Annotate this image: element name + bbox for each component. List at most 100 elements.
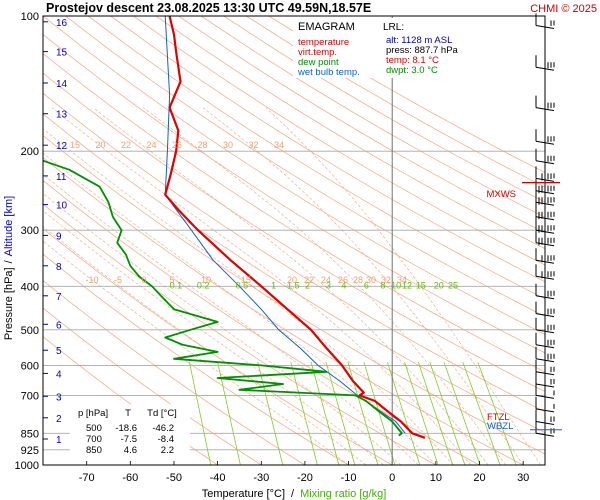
dry-adiabat-line <box>87 16 545 300</box>
table-row-1-t: -7.5 <box>121 434 137 445</box>
mixing-ratio-line <box>387 361 421 465</box>
wind-barb <box>535 148 555 165</box>
adiabat-label: -5 <box>114 275 122 285</box>
altitude-tick-label: 4 <box>56 369 62 380</box>
dry-adiabat-line <box>178 16 545 234</box>
temperature-series <box>164 16 426 439</box>
mixing-ratio-label: 10 <box>391 281 401 291</box>
altitude-tick-label: 11 <box>56 172 67 183</box>
mixing-ratio-label: 20 <box>434 281 444 291</box>
mixing-ratio-label: 6 <box>364 281 369 291</box>
table-row-0-td: -46.2 <box>152 423 174 434</box>
temperature-tick-label: 10 <box>430 472 442 484</box>
altitude-tick-label: 12 <box>56 141 68 152</box>
wind-barb-shaft <box>535 66 555 71</box>
adiabat-label: 28 <box>353 275 363 285</box>
mixing-ratio-line <box>417 361 454 465</box>
levels-table: p [hPa] T Td [°C] 500 -18.6 -46.2 700 -7… <box>70 404 190 456</box>
adiabat-label: 26 <box>338 275 348 285</box>
pressure-tick-label: 200 <box>21 146 39 158</box>
table-row-2-t: 4.6 <box>124 445 137 456</box>
legend-item-temperature: temperature <box>298 37 349 48</box>
wind-barb <box>535 359 555 376</box>
adiabat-label: 30 <box>223 140 233 150</box>
mixing-ratio-label: 15 <box>416 281 426 291</box>
mixing-ratio-line <box>290 361 318 465</box>
dry-adiabat-line <box>110 16 545 283</box>
altitude-tick-label: 14 <box>56 79 68 90</box>
adiabat-label: -10 <box>85 275 98 285</box>
credit-label: CHMI © 2025 <box>530 3 597 15</box>
wind-barb <box>535 409 555 425</box>
wind-barb <box>535 230 555 247</box>
table-header-t: T <box>125 408 131 419</box>
legend-box: EMAGRAM temperature virt.temp. dew point… <box>293 18 373 78</box>
pressure-tick-label: 1000 <box>15 460 39 472</box>
pressure-tick-label: 925 <box>21 445 39 457</box>
mixing-ratio-line <box>363 361 396 465</box>
adiabat-label: 22 <box>121 140 131 150</box>
pressure-tick-label: 700 <box>21 390 39 402</box>
mixing-ratio-line <box>257 362 284 465</box>
adiabat-label: 24 <box>146 140 156 150</box>
pressure-tick-label: 300 <box>21 225 39 237</box>
legend-item-wet-bulb: wet bulb temp. <box>297 67 360 78</box>
wind-barb-shaft <box>535 408 555 413</box>
mixing-ratio-label: 0.2 <box>197 281 210 291</box>
mixing-ratio-lines <box>189 361 517 465</box>
temperature-tick-label: -60 <box>122 472 138 484</box>
temperature-tick-label: -70 <box>79 472 95 484</box>
legend-item-virt-temp: virt.temp. <box>298 47 337 58</box>
adiabat-label: 22 <box>304 275 314 285</box>
wind-barb-shaft <box>535 371 555 376</box>
wind-barb <box>535 248 555 264</box>
wind-barb-shaft <box>535 344 555 349</box>
wind-barb <box>535 166 555 182</box>
lrl-background <box>380 18 472 78</box>
mixing-ratio-line <box>404 361 439 465</box>
wind-barb <box>535 372 555 388</box>
mixing-ratio-label: 1 <box>271 281 276 291</box>
wind-barb <box>535 13 555 29</box>
adiabat-label: 28 <box>197 140 207 150</box>
dry-adiabat-line <box>65 16 545 317</box>
wind-barb <box>535 301 555 318</box>
lrl-pressure: press: 887.7 hPa <box>386 45 459 56</box>
mixing-ratio-label: 0.5 <box>236 281 249 291</box>
dry-adiabat-line <box>223 16 545 203</box>
temperature-tick-label: 0 <box>389 472 395 484</box>
altitude-tick-label: 3 <box>56 392 62 403</box>
adiabat-label: 10 <box>201 275 211 285</box>
dry-adiabat-line <box>133 16 545 266</box>
table-row-0-t: -18.6 <box>115 423 137 434</box>
temperature-tick-label: -30 <box>253 472 269 484</box>
wind-barb <box>535 190 555 206</box>
dry-adiabat-line <box>200 16 545 218</box>
x-axis-title: Temperature [°C] / Mixing ratio [g/kg] <box>202 488 387 500</box>
altitude-tick-label: 16 <box>56 18 68 29</box>
mixing-ratio-label: 2 <box>305 281 310 291</box>
wind-barb <box>535 204 555 221</box>
altitude-tick-label: 13 <box>56 110 68 121</box>
dewpoint-series <box>43 159 403 437</box>
altitude-tick-label: 8 <box>56 262 62 273</box>
wind-barb <box>535 332 555 349</box>
adiabat-label: 32 <box>381 275 391 285</box>
legend-item-dew-point: dew point <box>298 57 339 68</box>
wind-barb-shaft <box>535 107 555 112</box>
lrl-temperature: temp: 8.1 °C <box>386 55 439 66</box>
dry-adiabat-line <box>43 16 545 335</box>
plot-area <box>43 16 545 465</box>
dry-adiabat-line <box>155 16 545 250</box>
adiabat-label: 34 <box>274 140 284 150</box>
wind-barb <box>535 218 555 234</box>
moist-adiabat-line <box>43 173 419 465</box>
wind-barb <box>535 283 555 300</box>
lrl-heading: LRL: <box>383 22 404 33</box>
temperature-tick-label: 20 <box>473 472 485 484</box>
wind-barb <box>535 264 555 280</box>
wind-barb-shaft <box>535 25 555 29</box>
table-header-p: p [hPa] <box>78 408 108 419</box>
mixing-ratio-line <box>429 361 466 465</box>
adiabat-label: 5 <box>169 275 174 285</box>
